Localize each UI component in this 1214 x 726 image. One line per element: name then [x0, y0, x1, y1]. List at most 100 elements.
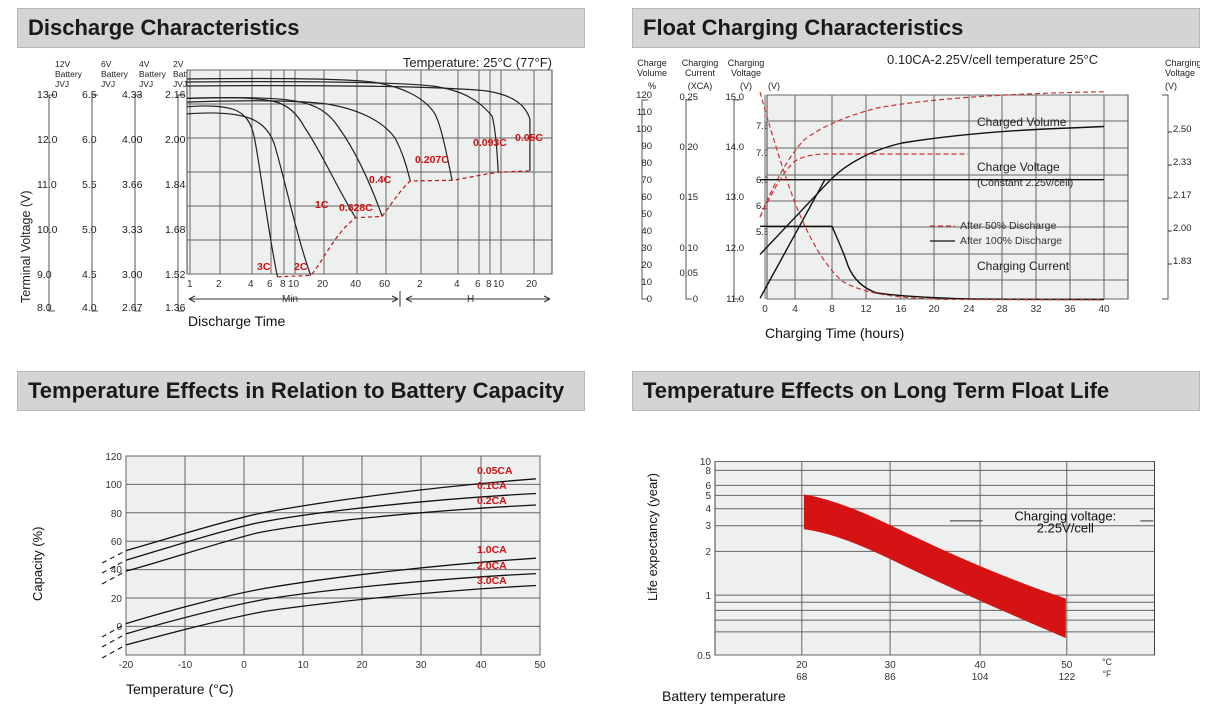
- svg-text:90: 90: [641, 141, 652, 152]
- svg-text:104: 104: [972, 672, 989, 683]
- svg-text:0.4C: 0.4C: [369, 174, 392, 186]
- svg-text:28: 28: [996, 304, 1008, 315]
- svg-text:Battery temperature: Battery temperature: [662, 688, 786, 704]
- svg-text:60: 60: [111, 537, 123, 548]
- svg-text:4: 4: [454, 279, 460, 290]
- svg-text:-10: -10: [178, 660, 193, 671]
- svg-text:60: 60: [641, 192, 652, 203]
- svg-text:3C: 3C: [257, 261, 271, 273]
- svg-text:40: 40: [641, 226, 652, 237]
- svg-text:1C: 1C: [315, 199, 329, 211]
- svg-text:0.05C: 0.05C: [515, 132, 543, 144]
- svg-text:8: 8: [829, 304, 835, 315]
- svg-text:Battery: Battery: [139, 69, 167, 79]
- svg-text:1.0CA: 1.0CA: [477, 544, 507, 556]
- svg-text:4.33: 4.33: [122, 89, 143, 101]
- svg-text:(XCA): (XCA): [688, 81, 713, 91]
- svg-text:Current: Current: [685, 68, 716, 78]
- svg-text:2C: 2C: [294, 261, 308, 273]
- svg-text:6.0: 6.0: [82, 134, 97, 146]
- svg-text:14.0: 14.0: [726, 142, 745, 153]
- svg-text:JVJ: JVJ: [173, 79, 187, 89]
- svg-text:Min: Min: [282, 294, 298, 305]
- svg-text:2.17: 2.17: [1173, 190, 1192, 201]
- svg-text:50: 50: [1061, 660, 1073, 671]
- svg-text:0: 0: [241, 660, 247, 671]
- svg-text:68: 68: [796, 672, 808, 683]
- svg-text:120: 120: [105, 452, 122, 463]
- svg-text:3.66: 3.66: [122, 179, 143, 191]
- svg-text:20: 20: [526, 279, 538, 290]
- svg-text:Charged Volume: Charged Volume: [977, 115, 1067, 129]
- svg-text:(V): (V): [1165, 81, 1177, 91]
- svg-text:30: 30: [641, 243, 652, 254]
- svg-text:Charge Voltage: Charge Voltage: [977, 160, 1060, 174]
- svg-text:80: 80: [111, 509, 123, 520]
- svg-text:2.25V/cell: 2.25V/cell: [1037, 521, 1094, 536]
- svg-text:0.20: 0.20: [680, 142, 699, 153]
- svg-text:40: 40: [975, 660, 987, 671]
- svg-text:40: 40: [1098, 304, 1110, 315]
- svg-text:40: 40: [350, 279, 362, 290]
- svg-text:Charging Time (hours): Charging Time (hours): [765, 325, 904, 341]
- svg-text:6: 6: [267, 279, 273, 290]
- svg-text:JVJ: JVJ: [139, 79, 153, 89]
- svg-text:110: 110: [637, 107, 652, 118]
- svg-text:70: 70: [641, 175, 652, 186]
- svg-text:8: 8: [705, 466, 711, 477]
- svg-text:Charging: Charging: [1165, 58, 1200, 68]
- svg-text:12.0: 12.0: [37, 134, 58, 146]
- svg-text:13.0: 13.0: [726, 192, 745, 203]
- svg-text:30: 30: [885, 660, 897, 671]
- svg-text:1.52: 1.52: [165, 269, 186, 281]
- svg-text:20: 20: [641, 260, 652, 271]
- svg-text:0.25: 0.25: [680, 92, 699, 103]
- svg-text:4V: 4V: [139, 59, 150, 69]
- svg-text:10: 10: [493, 279, 505, 290]
- svg-text:-20: -20: [119, 660, 134, 671]
- svg-text:0.628C: 0.628C: [339, 202, 373, 214]
- svg-text:2.0CA: 2.0CA: [477, 560, 507, 572]
- svg-text:100: 100: [105, 480, 122, 491]
- svg-text:3: 3: [705, 521, 711, 532]
- svg-text:4: 4: [705, 504, 711, 515]
- svg-text:Discharge Time: Discharge Time: [188, 313, 285, 329]
- svg-text:13.0: 13.0: [37, 89, 58, 101]
- svg-text:1.83: 1.83: [1173, 256, 1192, 267]
- svg-text:After 100% Discharge: After 100% Discharge: [960, 235, 1062, 247]
- svg-text:10: 10: [288, 279, 300, 290]
- svg-text:Charging Current: Charging Current: [977, 259, 1070, 273]
- svg-text:4: 4: [792, 304, 798, 315]
- svg-text:20: 20: [356, 660, 368, 671]
- svg-text:JVJ: JVJ: [55, 79, 69, 89]
- svg-text:11.0: 11.0: [726, 294, 744, 305]
- svg-text:Charging: Charging: [728, 58, 765, 68]
- svg-text:0.10CA-2.25V/cell temperature: 0.10CA-2.25V/cell temperature 25°C: [887, 52, 1098, 67]
- svg-text:50: 50: [534, 660, 546, 671]
- svg-text:2.50: 2.50: [1173, 124, 1192, 135]
- svg-text:10: 10: [641, 277, 652, 288]
- svg-text:1: 1: [187, 279, 193, 290]
- svg-text:11.0: 11.0: [37, 179, 57, 191]
- svg-text:20: 20: [111, 594, 123, 605]
- svg-text:Terminal Voltage (V): Terminal Voltage (V): [19, 190, 33, 303]
- svg-text:5: 5: [705, 491, 711, 502]
- svg-text:20: 20: [796, 660, 808, 671]
- svg-text:86: 86: [885, 672, 897, 683]
- svg-text:Temperature: 25°C (77°F): Temperature: 25°C (77°F): [403, 55, 552, 70]
- svg-text:6.5: 6.5: [82, 89, 97, 101]
- svg-text:°F: °F: [1102, 669, 1112, 679]
- svg-text:2.33: 2.33: [1173, 157, 1192, 168]
- svg-text:Volume: Volume: [637, 68, 667, 78]
- svg-text:80: 80: [641, 158, 652, 169]
- svg-text:3.0CA: 3.0CA: [477, 575, 507, 587]
- svg-text:1.84: 1.84: [165, 179, 186, 191]
- svg-text:0.10: 0.10: [680, 243, 699, 254]
- svg-text:16: 16: [895, 304, 907, 315]
- svg-text:(Constant 2.25v/cell): (Constant 2.25v/cell): [977, 177, 1073, 189]
- svg-text:0.05CA: 0.05CA: [477, 465, 513, 477]
- svg-text:3.33: 3.33: [122, 224, 143, 236]
- svg-text:1.68: 1.68: [165, 224, 186, 236]
- svg-text:0.093C: 0.093C: [473, 137, 507, 149]
- svg-text:°C: °C: [1102, 657, 1113, 667]
